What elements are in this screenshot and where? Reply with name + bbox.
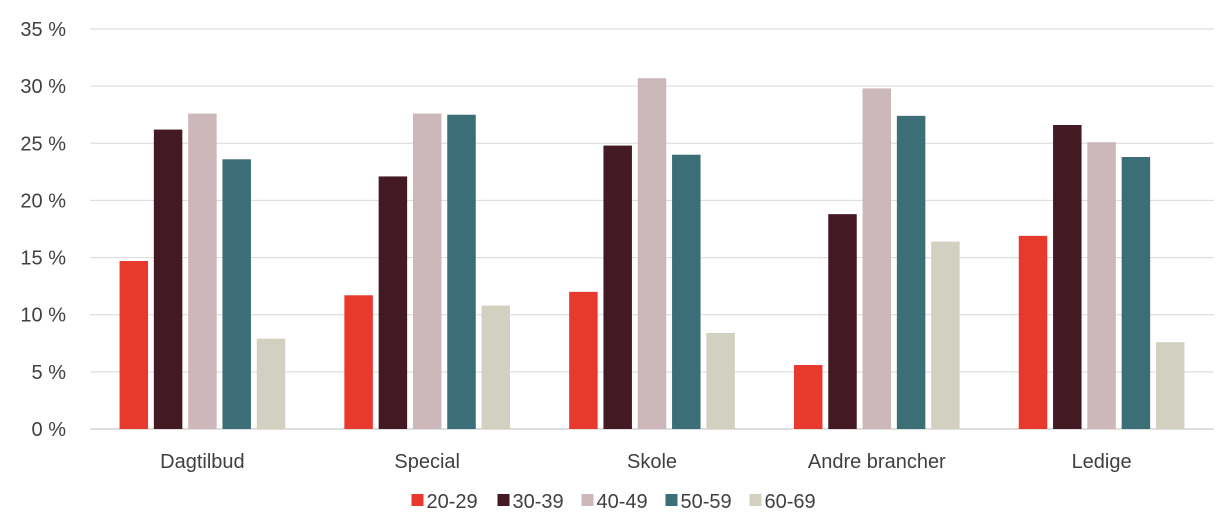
bar-30-39-skole bbox=[603, 145, 632, 430]
bar-30-39-dagtilbud bbox=[153, 129, 183, 430]
bar-50-59-special bbox=[447, 114, 476, 429]
bar-50-59-skole bbox=[672, 154, 701, 429]
legend-swatch bbox=[749, 494, 762, 506]
legend: 20-29 30-39 40-49 50-59 60-69 bbox=[411, 491, 816, 513]
legend-swatch bbox=[665, 494, 678, 506]
legend-label: 20-29 bbox=[427, 491, 478, 513]
x-category-label: Andre brancher bbox=[808, 451, 946, 473]
bar-30-39-ledige bbox=[1053, 125, 1082, 429]
y-tick-label: 25 % bbox=[20, 133, 66, 155]
legend-swatch bbox=[581, 494, 594, 506]
bar-60-69-andre-brancher bbox=[931, 241, 960, 429]
x-axis-category-labels: Dagtilbud Special Skole Andre brancher Ledig… bbox=[160, 451, 1131, 473]
y-tick-label: 35 % bbox=[20, 19, 66, 41]
bar-60-69-ledige bbox=[1155, 342, 1185, 429]
x-category-label: Special bbox=[394, 451, 460, 473]
bar-40-49-dagtilbud bbox=[188, 113, 217, 430]
y-tick-label: 10 % bbox=[20, 305, 66, 327]
y-tick-label: 0 % bbox=[32, 419, 67, 441]
legend-label: 50-59 bbox=[681, 491, 732, 513]
y-tick-label: 15 % bbox=[20, 248, 66, 270]
bar-40-49-special bbox=[412, 113, 442, 430]
bar-50-59-ledige bbox=[1121, 157, 1151, 429]
legend-label: 30-39 bbox=[513, 491, 564, 513]
bar-40-49-andre-brancher bbox=[862, 88, 892, 429]
legend-label: 60-69 bbox=[765, 491, 816, 513]
bar-20-29-skole bbox=[569, 291, 598, 429]
bar-40-49-ledige bbox=[1087, 142, 1116, 429]
bar-40-49-skole bbox=[637, 78, 667, 430]
bar-60-69-dagtilbud bbox=[256, 338, 286, 429]
bar-30-39-special bbox=[378, 176, 408, 429]
bar-50-59-andre-brancher bbox=[896, 115, 926, 429]
y-tick-label: 5 % bbox=[32, 362, 67, 384]
x-category-label: Ledige bbox=[1072, 451, 1132, 473]
bar-60-69-special bbox=[481, 305, 511, 429]
y-tick-label: 30 % bbox=[20, 76, 66, 98]
legend-swatch bbox=[411, 494, 424, 506]
bar-20-29-special bbox=[344, 295, 373, 429]
bar-30-39-andre-brancher bbox=[828, 214, 857, 429]
bar-20-29-ledige bbox=[1018, 235, 1048, 429]
bar-20-29-andre-brancher bbox=[793, 365, 823, 429]
y-axis-tick-labels: 0 % 5 % 10 % 15 % 20 % 25 % 30 % 35 % bbox=[20, 19, 66, 441]
bar-60-69-skole bbox=[706, 333, 735, 429]
legend-swatch bbox=[497, 494, 510, 506]
x-category-label: Skole bbox=[627, 451, 677, 473]
bar-20-29-dagtilbud bbox=[119, 261, 149, 429]
legend-label: 40-49 bbox=[597, 491, 648, 513]
x-category-label: Dagtilbud bbox=[160, 451, 245, 473]
bar-50-59-dagtilbud bbox=[222, 159, 251, 430]
bars bbox=[119, 78, 1185, 430]
y-tick-label: 20 % bbox=[20, 190, 66, 212]
